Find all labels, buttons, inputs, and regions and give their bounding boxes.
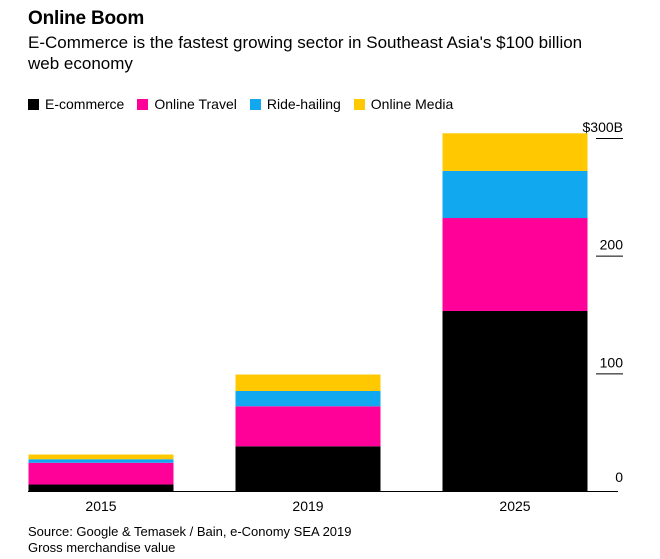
legend-label-online-travel: Online Travel [154,96,237,112]
bar-e-commerce-2019 [235,446,381,491]
bar-online-travel-2025 [442,218,588,311]
y-axis: 0 100 200 $300B [583,119,624,485]
bar-online-media-2015 [28,454,174,460]
bar-ride-hailing-2019 [235,390,381,407]
x-tick-label-2015: 2015 [85,498,116,514]
source-note: Source: Google & Temasek / Bain, e-Conom… [28,524,352,556]
x-tick-label-2019: 2019 [292,498,323,514]
legend-label-ride-hailing: Ride-hailing [266,96,341,112]
x-tick-label-2025: 2025 [499,498,530,514]
legend-item-online-travel: Online Travel [137,96,237,112]
bar-online-travel-2015 [28,462,174,485]
bar-online-media-2025 [442,133,588,171]
legend-swatch-ride-hailing [249,98,261,110]
y-tick-label-100: 100 [600,354,624,370]
measure-note: Gross merchandise value [28,540,176,555]
legend-swatch-online-media [353,98,365,110]
legend-item-ride-hailing: Ride-hailing [249,96,341,112]
bar-online-media-2019 [235,374,381,391]
bar-e-commerce-2015 [28,484,174,491]
legend-label-ecommerce: E-commerce [45,96,125,112]
bars-group [28,133,588,491]
legend-swatch-ecommerce [28,98,39,110]
chart-subtitle: E-Commerce is the fastest growing sector… [28,33,583,73]
y-tick-label-200: 200 [600,237,624,253]
chart-title: Online Boom [28,8,145,29]
bar-ride-hailing-2025 [442,170,588,219]
legend-item-online-media: Online Media [353,96,454,112]
legend-swatch-online-travel [137,98,149,110]
x-axis: 2015 2019 2025 [28,491,618,514]
bar-ride-hailing-2015 [28,459,174,463]
source-text: Source: Google & Temasek / Bain, e-Conom… [28,524,352,539]
legend-label-online-media: Online Media [370,96,454,112]
bar-e-commerce-2025 [442,310,588,491]
bar-online-travel-2019 [235,406,381,447]
y-tick-label-0: 0 [615,469,623,485]
y-tick-label-300: $300B [583,119,623,135]
legend-item-ecommerce: E-commerce [28,96,124,112]
legend: E-commerce Online Travel Ride-hailing On… [28,96,466,112]
